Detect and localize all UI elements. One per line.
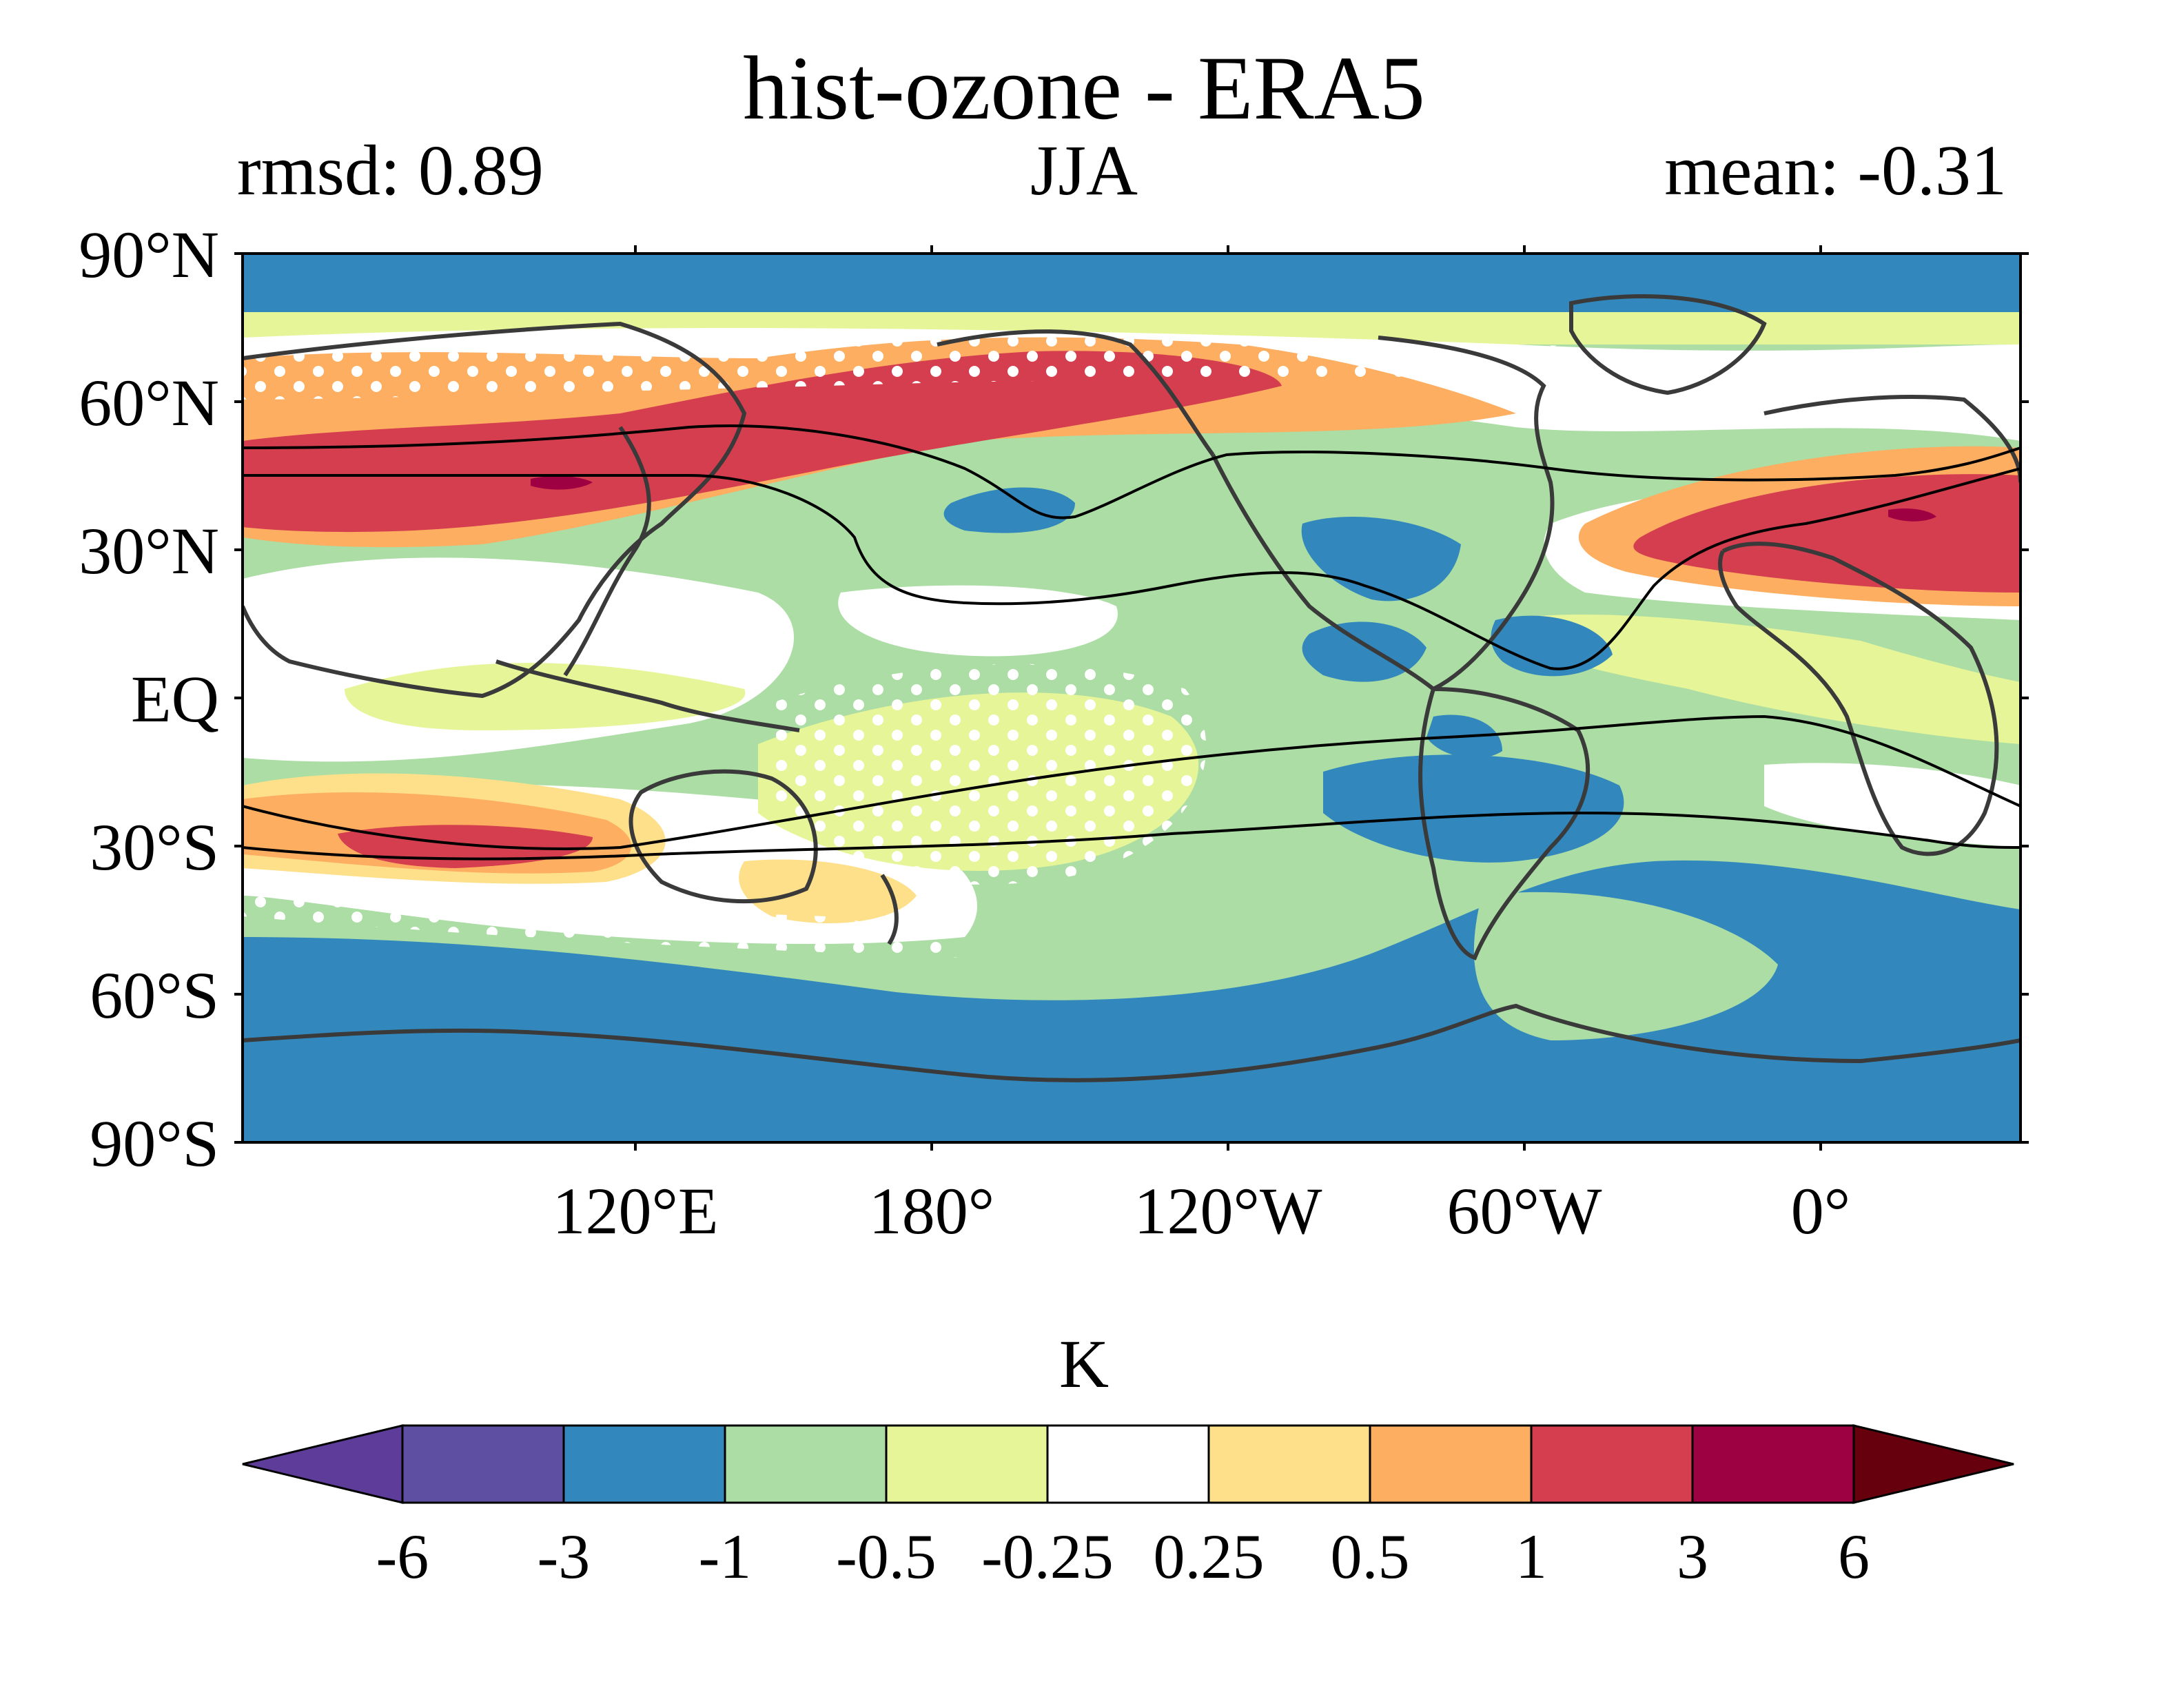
lat-tick-marks: [234, 252, 2029, 1144]
jet-nh-south: [243, 467, 2021, 670]
atlantic-neutral-south: [1764, 763, 2021, 847]
coast-indonesia: [495, 659, 800, 732]
figure-title: hist-ozone - ERA5: [743, 37, 1425, 138]
lon-label-180: 180°: [869, 1174, 994, 1248]
lat-labels: 90°N 60°N 30°N EQ 30°S 60°S 90°S: [79, 218, 219, 1180]
lon-tick-marks: [634, 245, 1822, 1151]
colorbar-segment: [724, 1424, 888, 1504]
lat-label-30s: 30°S: [90, 810, 219, 884]
colorbar-segment: [1046, 1424, 1210, 1504]
colorbar-tick-label: -1: [699, 1521, 752, 1592]
colorbar-extend-low: [242, 1424, 404, 1504]
stippling-pacific: [772, 663, 1207, 885]
colorbar-labels: -6 -3 -1 -0.5 -0.25 0.25 0.5 1 3 6: [376, 1521, 1870, 1592]
lon-label-0: 0°: [1791, 1174, 1850, 1248]
lat-label-eq: EQ: [131, 662, 219, 736]
atlantic-weak-negative: [1502, 614, 2021, 744]
colorbar-tick-label: -3: [538, 1521, 591, 1592]
jet-sh-south: [243, 811, 2021, 861]
colorbar-tick-label: 3: [1677, 1521, 1708, 1592]
colorbar-tick-label: 0.5: [1331, 1521, 1410, 1592]
npacific-negative: [943, 487, 1075, 533]
south-atlantic-negative: [1323, 754, 1624, 863]
tropical-weak-negative: [345, 663, 746, 730]
jet-contours: [243, 424, 2021, 861]
coast-antarctica: [243, 1003, 2021, 1082]
colorbar-tick-label: -0.5: [836, 1521, 937, 1592]
lon-label-60w: 60°W: [1447, 1174, 1602, 1248]
arctic-negative-band: [243, 254, 2021, 312]
colorbar-segment: [1369, 1424, 1533, 1504]
jet-sh-north: [243, 714, 2021, 850]
lon-label-120w: 120°W: [1134, 1174, 1322, 1248]
colorbar-extend-high: [1852, 1424, 2014, 1504]
coast-new-zealand: [880, 874, 899, 945]
australia-positive: [739, 859, 917, 923]
colorbar-segment: [401, 1424, 565, 1504]
europe-positive-red: [1633, 474, 2021, 593]
lon-labels: 120°E 180° 120°W 60°W 0°: [552, 1174, 1850, 1248]
colorbar-tick-label: 1: [1515, 1521, 1547, 1592]
colorbar-tick-label: 0.25: [1154, 1521, 1265, 1592]
colorbar-segment: [562, 1424, 726, 1504]
coast-east-asia: [563, 426, 651, 677]
mean-label: mean: -0.31: [1664, 131, 2007, 210]
colorbar-unit: K: [1059, 1326, 1109, 1402]
lat-label-90s: 90°S: [90, 1107, 219, 1180]
colorbar-tick-label: -6: [376, 1521, 429, 1592]
coast-australia: [628, 769, 818, 904]
coast-greenland: [1569, 294, 1767, 395]
colorbar-tick-label: -0.25: [981, 1521, 1114, 1592]
lat-label-60s: 60°S: [90, 958, 219, 1032]
coast-eurasia: [243, 321, 747, 699]
anomaly-field: [243, 254, 2021, 1142]
coast-north-america: [1211, 336, 1555, 692]
jet-nh-north: [243, 424, 2021, 519]
colorbar-tick-label: 6: [1838, 1521, 1870, 1592]
coast-south-america: [1418, 686, 1591, 960]
caribbean-negative: [1491, 615, 1613, 677]
season-label: JJA: [1030, 131, 1138, 210]
europe-extreme-core: [1888, 508, 1936, 522]
colorbar: [242, 1424, 2014, 1504]
stippling-sh: [243, 882, 965, 958]
lat-label-30n: 30°N: [79, 514, 219, 588]
lat-label-90n: 90°N: [79, 218, 219, 291]
coast-alaska: [937, 329, 1215, 456]
rmsd-label: rmsd: 0.89: [237, 131, 544, 210]
south-pacific-green-tongue: [1473, 892, 1778, 1040]
lat-label-60n: 60°N: [79, 366, 219, 440]
nh-positive-red: [243, 351, 1282, 533]
colorbar-segment: [885, 1424, 1049, 1504]
colorbar-segment: [1530, 1424, 1694, 1504]
central-america-negative: [1302, 621, 1426, 682]
nh-extreme-core: [531, 475, 593, 490]
colorbar-segment: [1691, 1424, 1855, 1504]
lon-label-120e: 120°E: [552, 1174, 718, 1248]
colorbar-segment: [1207, 1424, 1371, 1504]
